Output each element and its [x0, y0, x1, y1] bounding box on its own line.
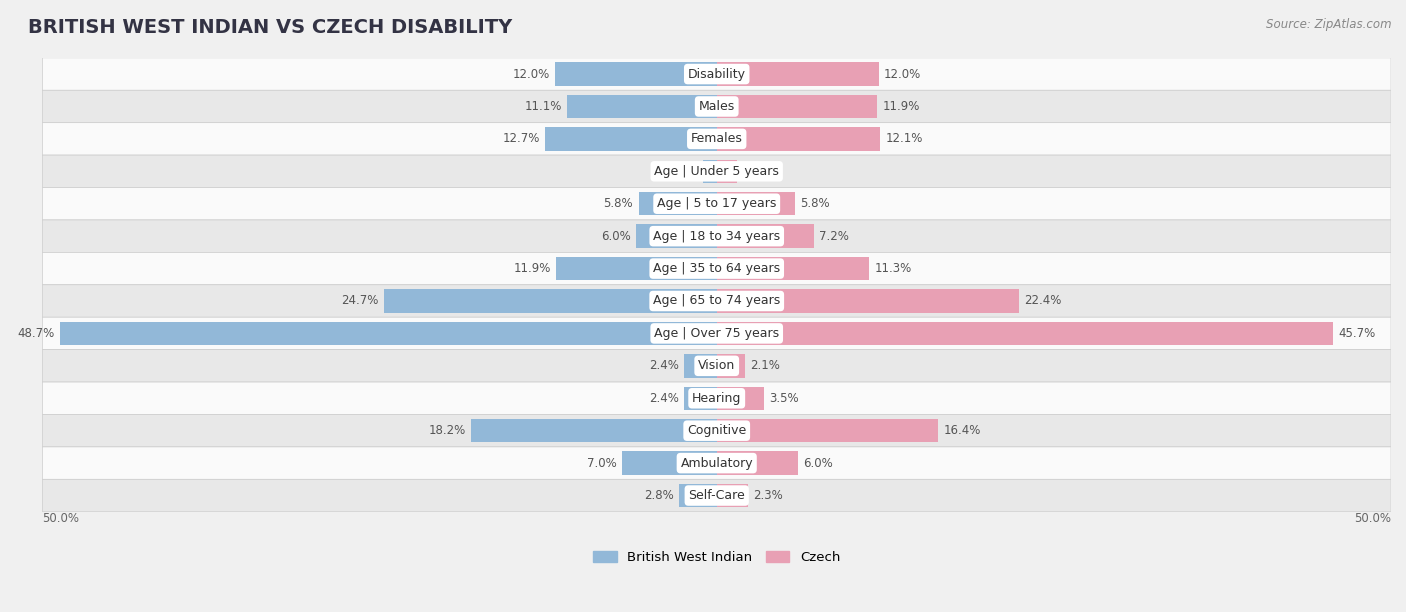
FancyBboxPatch shape	[42, 479, 1391, 512]
Text: 16.4%: 16.4%	[943, 424, 980, 437]
Text: Hearing: Hearing	[692, 392, 741, 405]
Bar	[717, 160, 737, 183]
Bar	[471, 419, 717, 442]
Text: 2.8%: 2.8%	[644, 489, 673, 502]
Text: 3.5%: 3.5%	[769, 392, 799, 405]
Bar	[717, 192, 794, 215]
Text: 6.0%: 6.0%	[803, 457, 832, 469]
FancyBboxPatch shape	[42, 252, 1391, 285]
FancyBboxPatch shape	[42, 90, 1391, 122]
FancyBboxPatch shape	[42, 155, 1391, 187]
Bar	[546, 127, 717, 151]
Text: Ambulatory: Ambulatory	[681, 457, 754, 469]
Bar	[717, 484, 748, 507]
Text: 2.4%: 2.4%	[650, 359, 679, 372]
Text: 12.0%: 12.0%	[512, 67, 550, 81]
Text: 24.7%: 24.7%	[340, 294, 378, 307]
Bar	[717, 127, 880, 151]
Text: BRITISH WEST INDIAN VS CZECH DISABILITY: BRITISH WEST INDIAN VS CZECH DISABILITY	[28, 18, 512, 37]
Bar	[685, 387, 717, 410]
Bar	[557, 257, 717, 280]
Bar	[685, 354, 717, 378]
FancyBboxPatch shape	[42, 187, 1391, 220]
Bar	[384, 289, 717, 313]
Bar	[717, 289, 1019, 313]
Text: 45.7%: 45.7%	[1339, 327, 1375, 340]
FancyBboxPatch shape	[42, 220, 1391, 252]
Bar	[717, 225, 814, 248]
FancyBboxPatch shape	[42, 285, 1391, 317]
Bar	[60, 322, 717, 345]
Text: 2.3%: 2.3%	[754, 489, 783, 502]
Text: Age | 18 to 34 years: Age | 18 to 34 years	[654, 230, 780, 242]
Text: Age | 5 to 17 years: Age | 5 to 17 years	[657, 197, 776, 211]
Text: 50.0%: 50.0%	[42, 512, 80, 525]
Text: 11.1%: 11.1%	[524, 100, 561, 113]
Bar	[717, 322, 1333, 345]
Bar	[717, 62, 879, 86]
Text: Vision: Vision	[699, 359, 735, 372]
Text: Age | 35 to 64 years: Age | 35 to 64 years	[654, 262, 780, 275]
Text: 11.9%: 11.9%	[883, 100, 920, 113]
Bar	[717, 257, 869, 280]
Text: Age | Over 75 years: Age | Over 75 years	[654, 327, 779, 340]
Text: 2.4%: 2.4%	[650, 392, 679, 405]
Text: Males: Males	[699, 100, 735, 113]
Bar	[717, 387, 763, 410]
Text: 12.1%: 12.1%	[886, 132, 922, 146]
Text: Source: ZipAtlas.com: Source: ZipAtlas.com	[1267, 18, 1392, 31]
Bar	[623, 452, 717, 475]
Bar	[703, 160, 717, 183]
Text: 48.7%: 48.7%	[17, 327, 55, 340]
Text: 5.8%: 5.8%	[800, 197, 830, 211]
Text: 7.2%: 7.2%	[820, 230, 849, 242]
Text: Cognitive: Cognitive	[688, 424, 747, 437]
Text: 18.2%: 18.2%	[429, 424, 465, 437]
Bar	[679, 484, 717, 507]
Bar	[636, 225, 717, 248]
Text: 7.0%: 7.0%	[588, 457, 617, 469]
FancyBboxPatch shape	[42, 122, 1391, 155]
Bar	[555, 62, 717, 86]
Text: 2.1%: 2.1%	[751, 359, 780, 372]
Text: Age | 65 to 74 years: Age | 65 to 74 years	[654, 294, 780, 307]
Text: Females: Females	[690, 132, 742, 146]
Bar	[717, 354, 745, 378]
Text: 12.0%: 12.0%	[884, 67, 921, 81]
Text: Disability: Disability	[688, 67, 745, 81]
FancyBboxPatch shape	[42, 317, 1391, 349]
Text: 1.5%: 1.5%	[742, 165, 772, 178]
Text: 12.7%: 12.7%	[503, 132, 540, 146]
Legend: British West Indian, Czech: British West Indian, Czech	[593, 551, 841, 564]
Bar	[638, 192, 717, 215]
Bar	[567, 95, 717, 118]
FancyBboxPatch shape	[42, 447, 1391, 479]
FancyBboxPatch shape	[42, 414, 1391, 447]
Text: 6.0%: 6.0%	[600, 230, 630, 242]
Bar	[717, 452, 797, 475]
Text: Age | Under 5 years: Age | Under 5 years	[654, 165, 779, 178]
Text: 11.9%: 11.9%	[513, 262, 551, 275]
FancyBboxPatch shape	[42, 382, 1391, 414]
Bar	[717, 419, 938, 442]
Text: 22.4%: 22.4%	[1024, 294, 1062, 307]
Text: 11.3%: 11.3%	[875, 262, 911, 275]
FancyBboxPatch shape	[42, 349, 1391, 382]
Text: 0.99%: 0.99%	[661, 165, 697, 178]
Text: Self-Care: Self-Care	[689, 489, 745, 502]
Bar	[717, 95, 877, 118]
Text: 50.0%: 50.0%	[1354, 512, 1391, 525]
Text: 5.8%: 5.8%	[603, 197, 633, 211]
FancyBboxPatch shape	[42, 58, 1391, 90]
